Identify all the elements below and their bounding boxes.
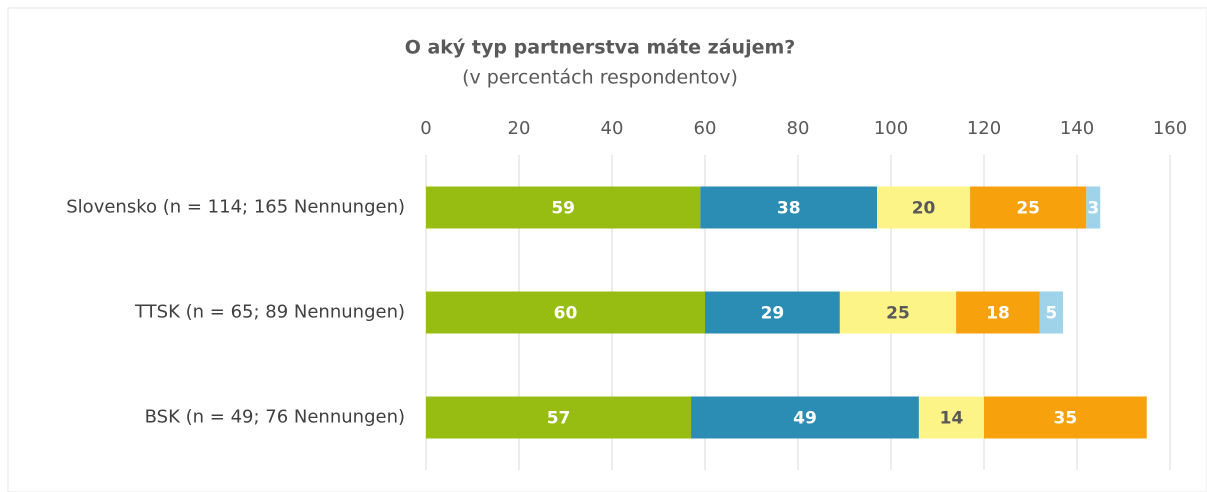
bar-segment — [877, 186, 971, 229]
data-label: 3 — [1087, 199, 1099, 219]
data-label: 14 — [940, 409, 964, 429]
bar-segment — [839, 291, 957, 334]
x-tick-label: 60 — [694, 118, 717, 139]
x-tick-label: 40 — [601, 118, 624, 139]
x-tick-label: 100 — [874, 118, 908, 139]
x-tick-label: 80 — [787, 118, 810, 139]
x-tick-label: 0 — [420, 118, 431, 139]
y-tick-label: BSK (n = 49; 76 Nennungen) — [145, 407, 405, 428]
bar-segment — [426, 186, 701, 229]
y-tick-label: Slovensko (n = 114; 165 Nennungen) — [66, 197, 405, 218]
data-label: 49 — [793, 409, 817, 429]
bar-segment — [984, 396, 1147, 439]
data-label: 60 — [554, 304, 578, 324]
bar-segment — [956, 291, 1040, 334]
y-tick-label: TTSK (n = 65; 89 Nennungen) — [134, 302, 405, 323]
chart-subtitle: (v percentách respondentov) — [462, 67, 738, 89]
data-label: 25 — [886, 304, 910, 324]
data-label: 18 — [986, 304, 1010, 324]
bar-segment — [700, 186, 878, 229]
x-tick-label: 20 — [508, 118, 531, 139]
data-label: 25 — [1016, 199, 1040, 219]
bar-segment — [426, 396, 692, 439]
chart-title: O aký typ partnerstva máte záujem? — [405, 37, 796, 59]
data-label: 5 — [1046, 304, 1058, 324]
data-label: 20 — [912, 199, 936, 219]
data-label: 59 — [551, 199, 575, 219]
bar-segment — [918, 396, 984, 439]
bar-segment — [691, 396, 919, 439]
x-tick-label: 160 — [1153, 118, 1187, 139]
bar-segment — [705, 291, 840, 334]
bar-segment — [970, 186, 1087, 229]
data-label: 57 — [547, 409, 571, 429]
data-label: 35 — [1054, 409, 1078, 429]
bar-segment — [426, 291, 705, 334]
bar-segment — [1086, 186, 1101, 229]
x-tick-label: 140 — [1060, 118, 1094, 139]
data-label: 38 — [777, 199, 801, 219]
data-label: 29 — [761, 304, 785, 324]
chart-frame — [7, 7, 1207, 492]
x-tick-label: 120 — [967, 118, 1001, 139]
bar-segment — [1039, 291, 1064, 334]
